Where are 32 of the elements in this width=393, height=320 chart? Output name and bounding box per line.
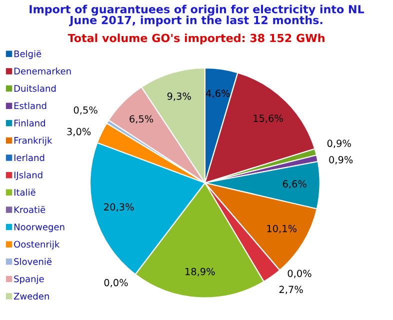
text: 0,0%	[104, 278, 128, 288]
legend-label: Noorwegen	[14, 224, 64, 232]
data-label: 3,0%	[67, 128, 91, 136]
legend-label: Estland	[14, 102, 46, 110]
data-label: 10,1%	[267, 224, 296, 234]
legend-label: België	[14, 50, 42, 59]
legend-label: Ierland	[14, 154, 44, 162]
text: 0,0%	[288, 270, 312, 278]
legend-label: Finland	[14, 119, 45, 126]
legend-label: Oostenrijk	[14, 240, 60, 250]
legend-label: Duitsland	[14, 84, 56, 92]
data-label: 6,6%	[282, 180, 306, 189]
legend-label: Zweden	[14, 292, 49, 300]
data-label: 0,9%	[327, 140, 351, 148]
data-label: 0,9%	[329, 156, 353, 164]
legend-label: Frankrijk	[14, 136, 52, 146]
chart-subtitle: Total volume GO's imported: 38 152 GWh	[68, 34, 324, 44]
data-label: 9,3%	[167, 92, 191, 101]
legend-label: Kroatië	[14, 206, 46, 214]
legend-label: Denemarken	[14, 68, 71, 75]
legend-label: Slovenië	[14, 258, 52, 265]
chart-title: Import of guarantuees of origin for electricity into NL June 2017, import in the last 12 months.	[30, 4, 364, 26]
data-label: 2,7%	[279, 286, 303, 294]
legend-label: Italië	[14, 188, 36, 196]
data-label: 20,3%	[104, 203, 134, 212]
data-label: 0,5%	[74, 106, 98, 115]
legend-label: IJsland	[14, 171, 42, 180]
data-label: 18,9%	[186, 268, 215, 276]
data-label: 15,6%	[254, 114, 283, 123]
data-label: 4,6%	[206, 90, 230, 98]
legend-label: Spanje	[14, 275, 44, 284]
data-label: 6,5%	[130, 115, 154, 124]
